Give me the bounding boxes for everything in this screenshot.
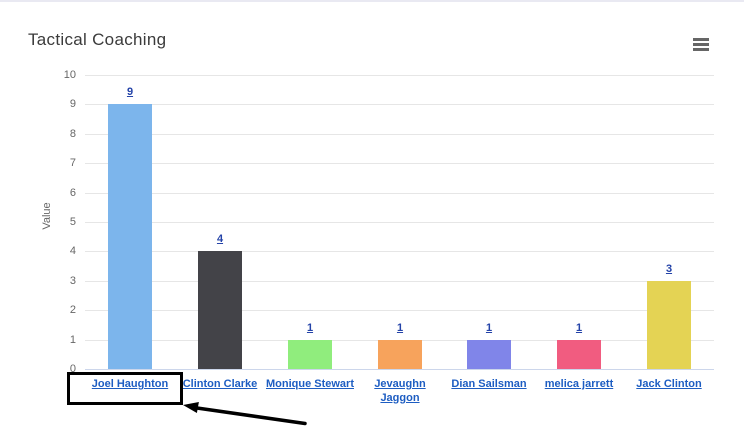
bar-value-link[interactable]: 1: [396, 322, 404, 334]
y-axis-tick-label: 5: [69, 216, 76, 228]
y-gridline: [85, 251, 714, 252]
y-gridline: [85, 134, 714, 135]
y-axis-tick-label: 0: [69, 363, 76, 375]
y-gridline: [85, 75, 714, 76]
y-gridline: [85, 163, 714, 164]
bar-value-link[interactable]: 9: [126, 86, 134, 98]
y-axis-tick-label: 9: [69, 98, 76, 110]
y-axis-tick-label: 2: [69, 304, 76, 316]
bar-clinton-clarke[interactable]: [198, 251, 242, 369]
x-axis-category-link[interactable]: melica jarrett: [544, 378, 614, 390]
chart-title: Tactical Coaching: [28, 30, 167, 49]
x-axis-category-link[interactable]: Dian Sailsman: [451, 378, 527, 390]
y-gridline: [85, 104, 714, 105]
y-axis-tick-label: 1: [69, 334, 76, 346]
bar-dian-sailsman[interactable]: [467, 340, 511, 369]
x-axis-category-link[interactable]: Joel Haughton: [91, 378, 169, 390]
bar-monique-stewart[interactable]: [288, 340, 332, 369]
x-axis-category-link[interactable]: Clinton Clarke: [182, 378, 258, 390]
hamburger-icon: [692, 38, 710, 51]
bar-joel-haughton[interactable]: [108, 104, 152, 369]
y-gridline: [85, 222, 714, 223]
bar-value-link[interactable]: 1: [306, 322, 314, 334]
bar-melica-jarrett[interactable]: [557, 340, 601, 369]
y-gridline: [85, 193, 714, 194]
y-axis-tick-label: 3: [69, 275, 76, 287]
x-axis-category-link[interactable]: Monique Stewart: [265, 378, 354, 390]
y-axis-tick-label: 4: [69, 245, 76, 257]
bar-jack-clinton[interactable]: [647, 281, 691, 369]
bar-value-link[interactable]: 4: [216, 233, 224, 245]
bar-value-link[interactable]: 3: [665, 263, 673, 275]
y-axis-tick-label: 10: [63, 69, 76, 81]
x-axis-line: [85, 369, 714, 370]
y-gridline: [85, 310, 714, 311]
y-axis-tick-label: 7: [69, 157, 76, 169]
y-axis-tick-label: 8: [69, 128, 76, 140]
chart-context-menu-button[interactable]: [692, 38, 710, 52]
bar-value-link[interactable]: 1: [575, 322, 583, 334]
y-gridline: [85, 281, 714, 282]
bar-value-link[interactable]: 1: [485, 322, 493, 334]
bar-jevaughn-jaggon[interactable]: [378, 340, 422, 369]
x-axis-category-link[interactable]: Jevaughn Jaggon: [374, 378, 426, 404]
x-axis-category-link[interactable]: Jack Clinton: [636, 378, 702, 390]
y-axis-tick-label: 6: [69, 187, 76, 199]
